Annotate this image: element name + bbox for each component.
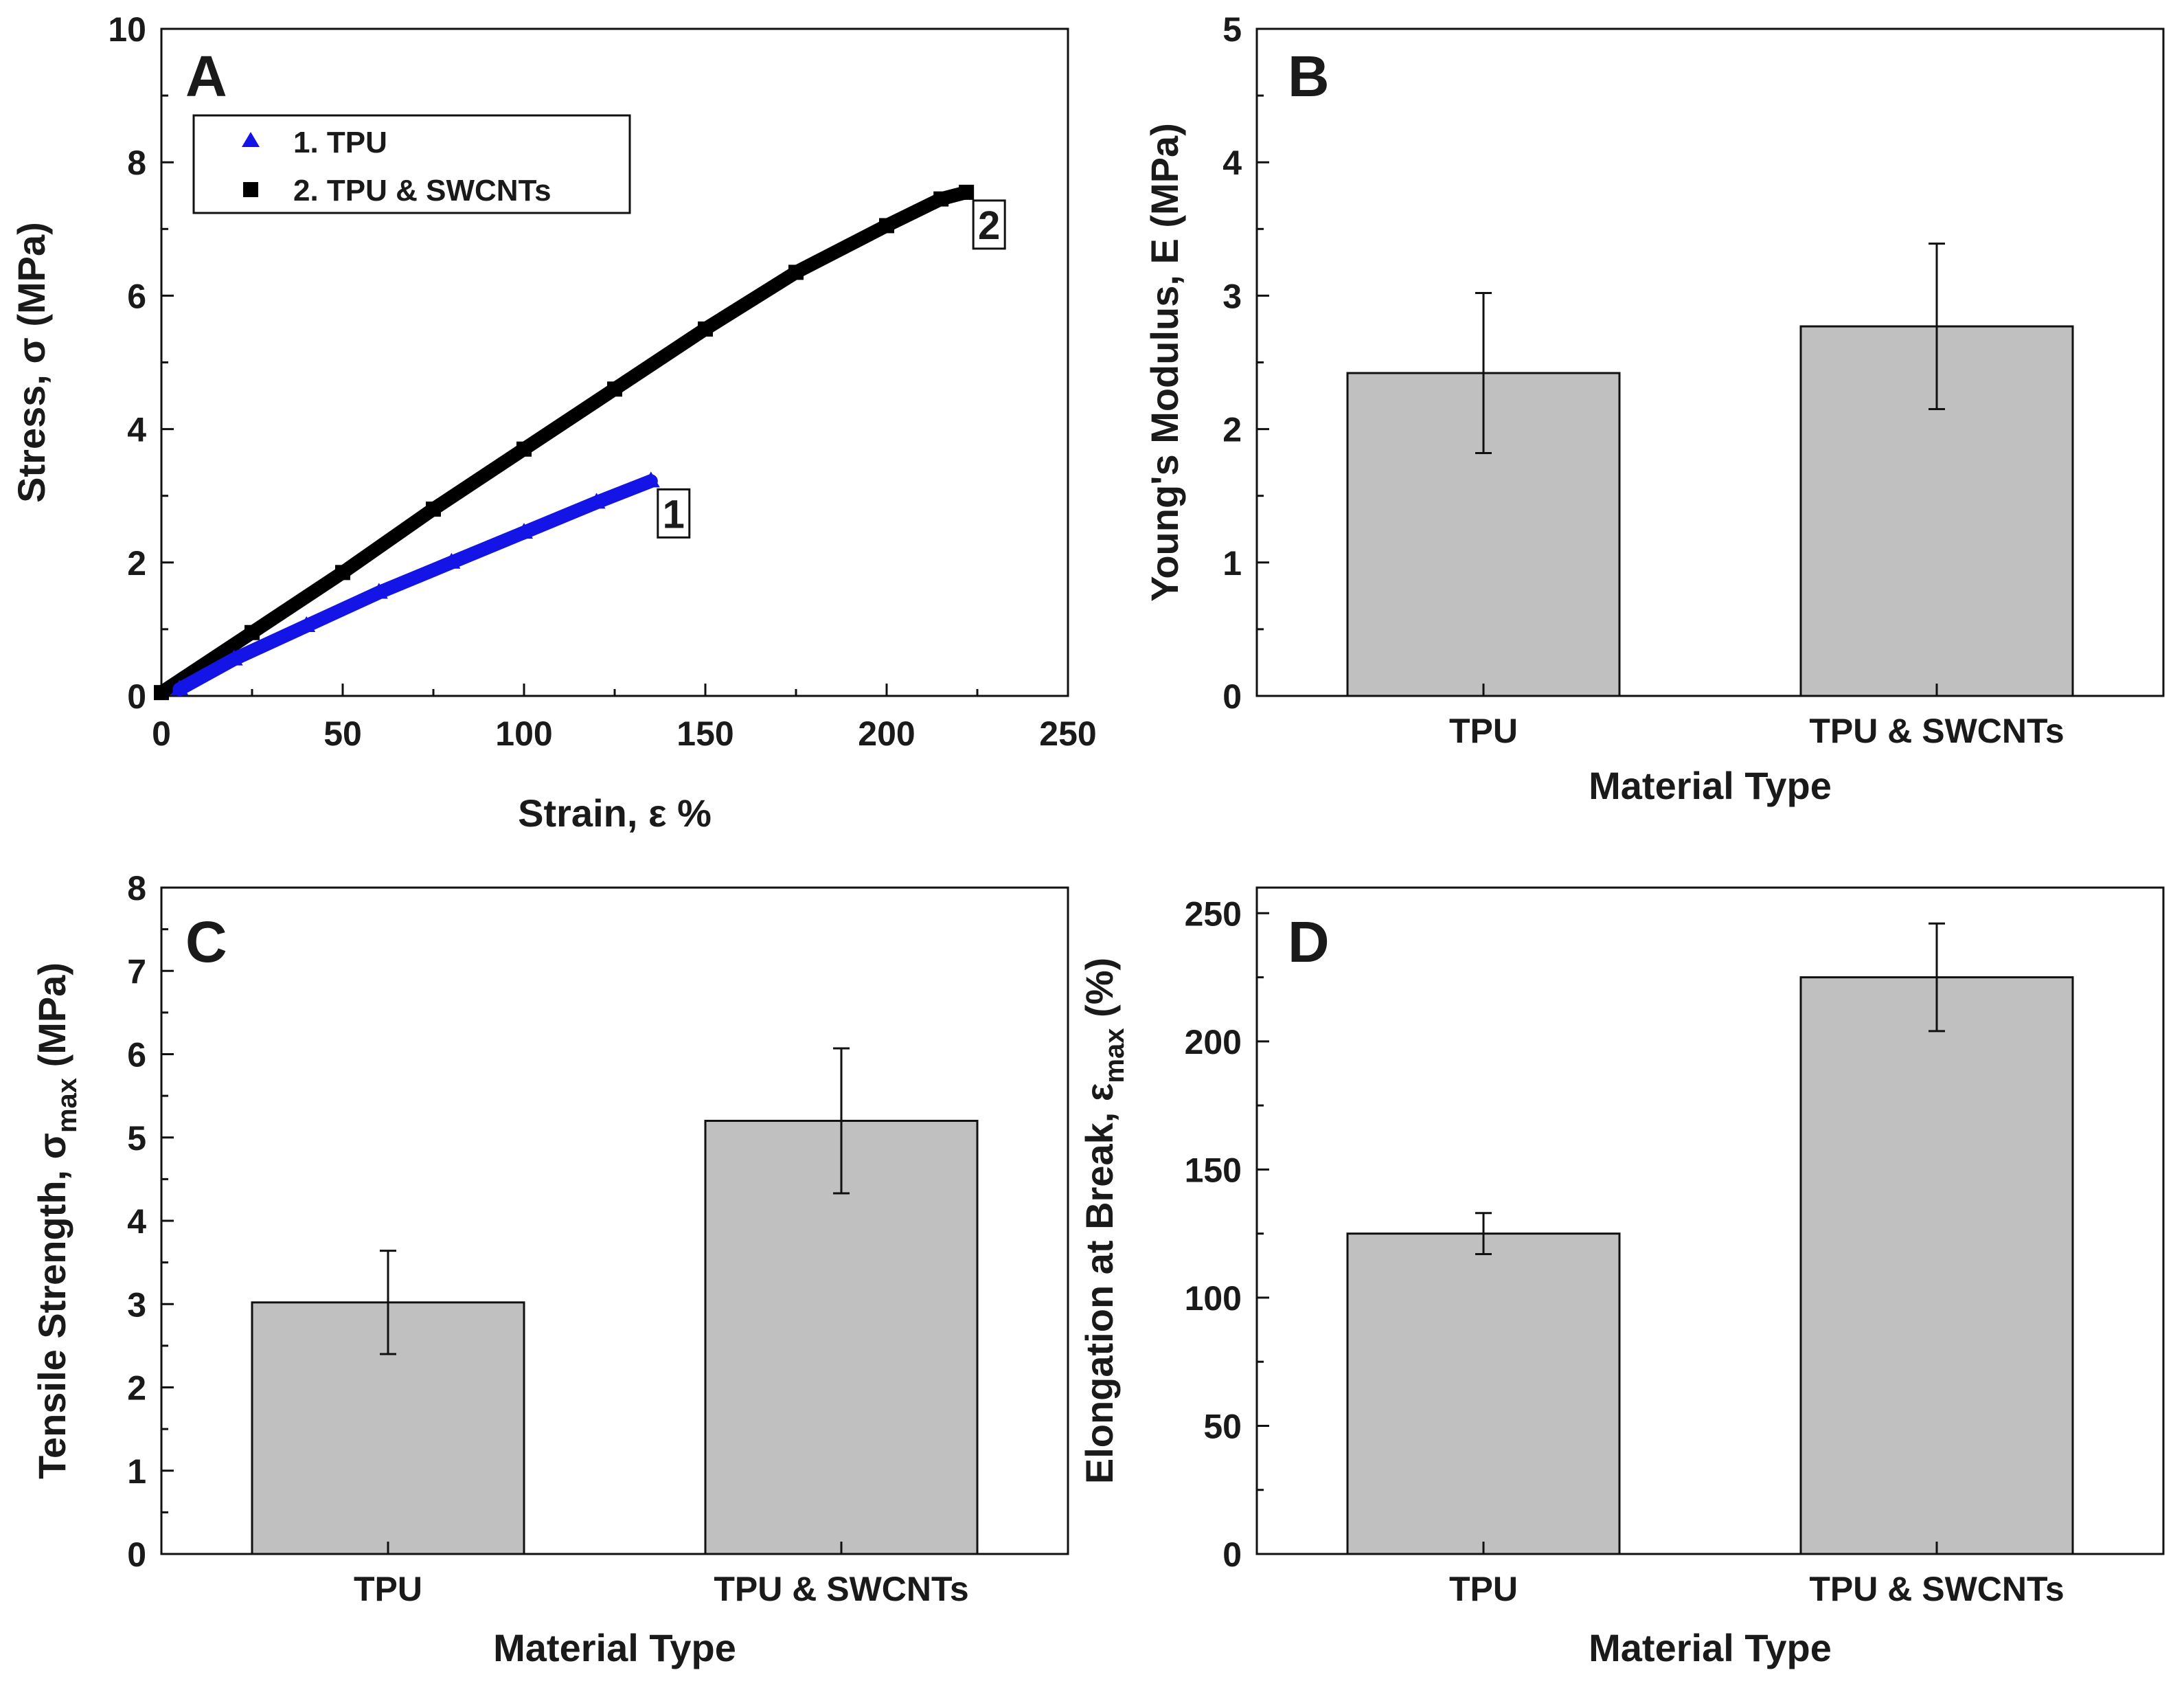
data-point xyxy=(587,493,606,509)
y-tick-label: 4 xyxy=(1222,144,1242,182)
series-end-label: 2 xyxy=(978,203,1000,248)
legend-marker-square xyxy=(243,182,258,197)
legend-entry: 1. TPU xyxy=(293,126,387,159)
y-tick-label: 3 xyxy=(127,1285,146,1324)
x-axis-label: Material Type xyxy=(1589,1626,1832,1669)
y-axis-label: Stress, σ (MPa) xyxy=(10,222,53,503)
y-tick-label: 150 xyxy=(1185,1151,1242,1189)
y-tick-label: 10 xyxy=(108,10,146,49)
data-point xyxy=(879,218,894,234)
y-axis-label-subscript: max xyxy=(1100,1028,1130,1083)
x-axis-label: Material Type xyxy=(493,1626,736,1669)
series-end-label-box xyxy=(657,488,691,539)
panel-label: B xyxy=(1288,44,1330,109)
y-tick-label: 5 xyxy=(1222,10,1242,49)
y-tick-label: 4 xyxy=(127,411,146,449)
x-tick-label: 200 xyxy=(858,714,915,753)
data-point xyxy=(933,191,949,207)
x-tick-label: 50 xyxy=(323,714,362,753)
data-point xyxy=(515,523,533,539)
x-tick-label: 150 xyxy=(676,714,733,753)
data-point xyxy=(244,624,260,640)
panel-b: 0 1 2 3 4 5 B TPU TPU & SWCNTs Material Type Young… xyxy=(1143,10,2165,807)
y-tick-label: 6 xyxy=(127,1036,146,1074)
y-tick-label: 0 xyxy=(1222,677,1242,716)
y-tick-label: 8 xyxy=(127,869,146,908)
y-tick-label: 2 xyxy=(1222,411,1242,449)
panel-label: A xyxy=(185,44,227,109)
series-line-2 xyxy=(155,185,974,700)
x-tick-label: 100 xyxy=(495,714,552,753)
data-point xyxy=(297,616,316,633)
x-tick-label: 0 xyxy=(152,714,171,753)
y-tick-label: 0 xyxy=(1222,1535,1242,1574)
data-point xyxy=(959,184,975,200)
series-end-label: 1 xyxy=(663,492,685,537)
data-point xyxy=(335,565,350,581)
y-axis-label: Elongation at Break, εmax (%) xyxy=(1078,958,1130,1484)
bar xyxy=(1346,1232,1621,1555)
legend-marker-triangle xyxy=(242,132,260,147)
panel-a: 0 2 4 6 8 10 A 0 50 100 150 200 250 2 1 1. TPU 2. TPU & … xyxy=(10,10,1097,835)
y-axis-label-subscript: max xyxy=(52,1078,82,1133)
y-tick-label: 8 xyxy=(127,144,146,182)
x-tick-label: TPU & SWCNTs xyxy=(1809,712,2064,750)
panel-label: C xyxy=(185,910,227,974)
bar xyxy=(1799,976,2074,1555)
x-tick-label: 250 xyxy=(1039,714,1096,753)
data-point xyxy=(698,321,713,337)
series-line-1 xyxy=(172,474,658,697)
y-axis-label-main: Young's Modulus, E (MPa) xyxy=(1143,123,1186,602)
y-tick-label: 200 xyxy=(1185,1023,1242,1061)
data-point xyxy=(369,583,388,599)
x-tick-label: TPU xyxy=(1449,712,1518,750)
y-tick-label: 100 xyxy=(1185,1279,1242,1318)
plot-frame xyxy=(1255,886,2165,1555)
y-axis-label-unit: (%) xyxy=(1078,958,1121,1028)
y-tick-label: 5 xyxy=(127,1119,146,1158)
x-axis-label: Strain, ε % xyxy=(518,791,712,835)
y-axis-label: Young's Modulus, E (MPa) xyxy=(1143,123,1186,602)
y-tick-label: 250 xyxy=(1185,894,1242,933)
x-tick-label: TPU xyxy=(354,1570,422,1608)
y-tick-label: 6 xyxy=(127,277,146,315)
x-axis-label: Material Type xyxy=(1589,764,1832,807)
series-end-label-box xyxy=(972,199,1006,250)
legend-box xyxy=(192,114,631,214)
data-point xyxy=(788,264,804,280)
data-point xyxy=(516,441,532,457)
data-point xyxy=(225,649,243,666)
x-tick-label: TPU & SWCNTs xyxy=(1809,1570,2064,1608)
data-point xyxy=(607,381,622,397)
y-tick-label: 2 xyxy=(127,544,146,583)
y-tick-label: 0 xyxy=(127,677,146,716)
data-point xyxy=(426,502,441,517)
y-tick-label: 3 xyxy=(1222,277,1242,315)
panel-c: 0 1 2 3 4 5 6 7 8C TPU TPU & SWCNTs Material Type Te… xyxy=(30,869,1069,1669)
legend-entry: 2. TPU & SWCNTs xyxy=(293,174,551,207)
x-tick-label: TPU & SWCNTs xyxy=(714,1570,968,1608)
y-tick-label: 1 xyxy=(127,1452,146,1491)
y-tick-label: 4 xyxy=(127,1202,146,1241)
y-axis-label-unit: (MPa) xyxy=(30,962,73,1078)
y-tick-label: 50 xyxy=(1203,1407,1242,1445)
y-axis-label: Tensile Strength, σmax (MPa) xyxy=(30,962,82,1479)
y-axis-label-main: Elongation at Break, ε xyxy=(1078,1083,1121,1485)
y-axis-label-main: Tensile Strength, σ xyxy=(30,1133,73,1479)
data-point xyxy=(641,471,660,488)
x-tick-label: TPU xyxy=(1449,1570,1518,1608)
y-tick-label: 1 xyxy=(1222,544,1242,583)
y-tick-label: 7 xyxy=(127,952,146,991)
y-tick-label: 2 xyxy=(127,1369,146,1408)
data-point xyxy=(154,685,169,701)
panel-label: D xyxy=(1288,910,1330,974)
panel-d: 0 50 100 150 200 250 D TPU TPU & SWCNTs Material … xyxy=(1078,886,2165,1669)
data-point xyxy=(170,679,189,696)
data-point xyxy=(442,552,461,569)
y-tick-label: 0 xyxy=(127,1535,146,1574)
